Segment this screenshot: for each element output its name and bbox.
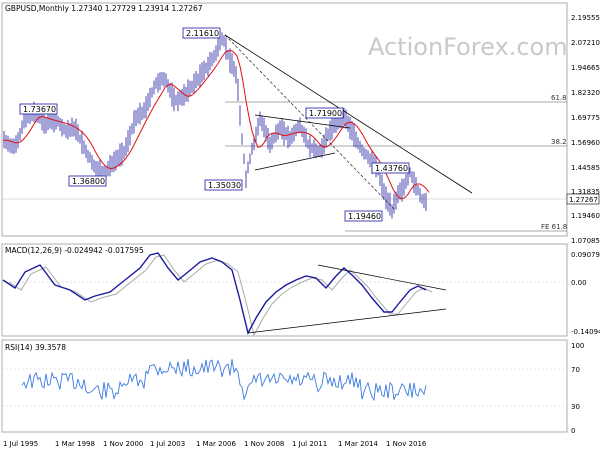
annotation-1-19460: 1.19460: [348, 212, 381, 221]
macd-panel-frame: [1, 243, 568, 337]
annotation-2-11610: 2.11610: [186, 29, 219, 38]
x-tick-3: 1 Jul 2003: [150, 440, 185, 448]
x-tick-0: 1 Jul 1995: [3, 440, 38, 448]
x-tick-8: 1 Nov 2016: [386, 440, 427, 448]
annotation-box-5: [371, 162, 410, 174]
x-axis: 1 Jul 1995 1 Mar 1998 1 Nov 2000 1 Jul 2…: [3, 440, 427, 448]
price-tick-2: 1.94665: [571, 64, 600, 72]
annotation-1-71900: 1.71900: [309, 109, 342, 118]
macd-trendline-bottom: [247, 308, 447, 334]
rsi-tick-30: 30: [571, 403, 580, 411]
price-tick-7: 1.31835: [571, 188, 600, 196]
fib-38-2-label: 38.2: [551, 138, 567, 146]
x-tick-4: 1 Mar 2006: [196, 440, 236, 448]
annotation-1-36800: 1.36800: [72, 177, 105, 186]
moving-average-line: [2, 49, 430, 200]
x-tick-1: 1 Mar 1998: [55, 440, 95, 448]
triangle-top-line: [254, 114, 351, 129]
trendline-down: [224, 34, 473, 194]
last-price-label: 1.27267: [569, 196, 598, 204]
rsi-line: [21, 359, 427, 402]
rsi-tick-0: 0: [571, 427, 575, 435]
annotation-box-6: [344, 210, 383, 222]
macd-tick-2: -0.14094: [571, 328, 600, 336]
annotation-box-3: [204, 179, 243, 191]
price-tick-8: 1.19460: [571, 212, 600, 220]
price-tick-9: 1.07085: [571, 237, 600, 245]
macd-trendline-top: [317, 264, 447, 291]
fe-61-8-label: FE 61.8: [541, 223, 567, 231]
price-panel-title: GBPUSD,Monthly 1.27340 1.27729 1.23914 1…: [5, 4, 203, 13]
price-panel-frame: [1, 2, 568, 237]
rsi-panel-frame: [1, 339, 568, 433]
annotation-box-0: [182, 27, 221, 39]
price-tick-1: 2.07210: [571, 39, 600, 47]
price-tick-5: 1.56960: [571, 139, 600, 147]
price-candles: [3, 32, 427, 219]
rsi-tick-100: 100: [571, 342, 584, 350]
x-tick-2: 1 Nov 2000: [103, 440, 143, 448]
annotation-box-4: [305, 107, 344, 119]
price-y-axis: 2.19555 2.07210 1.94665 1.82320 1.69775 …: [571, 14, 600, 245]
fib-61-8-label: 61.8: [551, 94, 567, 102]
rsi-panel-title: RSI(14) 39.3578: [5, 343, 66, 352]
price-tick-6: 1.44585: [571, 164, 600, 172]
x-tick-6: 1 Jul 2011: [292, 440, 327, 448]
macd-line: [2, 252, 427, 335]
x-tick-5: 1 Nov 2008: [244, 440, 284, 448]
x-tick-7: 1 Mar 2014: [338, 440, 378, 448]
triangle-bottom-line: [254, 152, 336, 171]
annotation-box-2: [68, 175, 107, 187]
annotation-1-73670: 1.73670: [23, 105, 56, 114]
macd-signal-line: [8, 254, 433, 337]
price-tick-4: 1.69775: [571, 114, 600, 122]
annotation-1-35030: 1.35030: [208, 181, 241, 190]
rsi-tick-70: 70: [571, 366, 580, 374]
annotation-1-43760: 1.43760: [375, 164, 408, 173]
price-tick-0: 2.19555: [571, 14, 600, 22]
macd-tick-0: 0.09079: [571, 251, 600, 259]
macd-panel-title: MACD(12,26,9) -0.024942 -0.017595: [5, 246, 144, 255]
macd-tick-1: 0.00: [571, 279, 587, 287]
watermark: ActionForex.com: [368, 33, 568, 61]
price-tick-3: 1.82320: [571, 89, 600, 97]
annotation-box-1: [19, 103, 58, 115]
